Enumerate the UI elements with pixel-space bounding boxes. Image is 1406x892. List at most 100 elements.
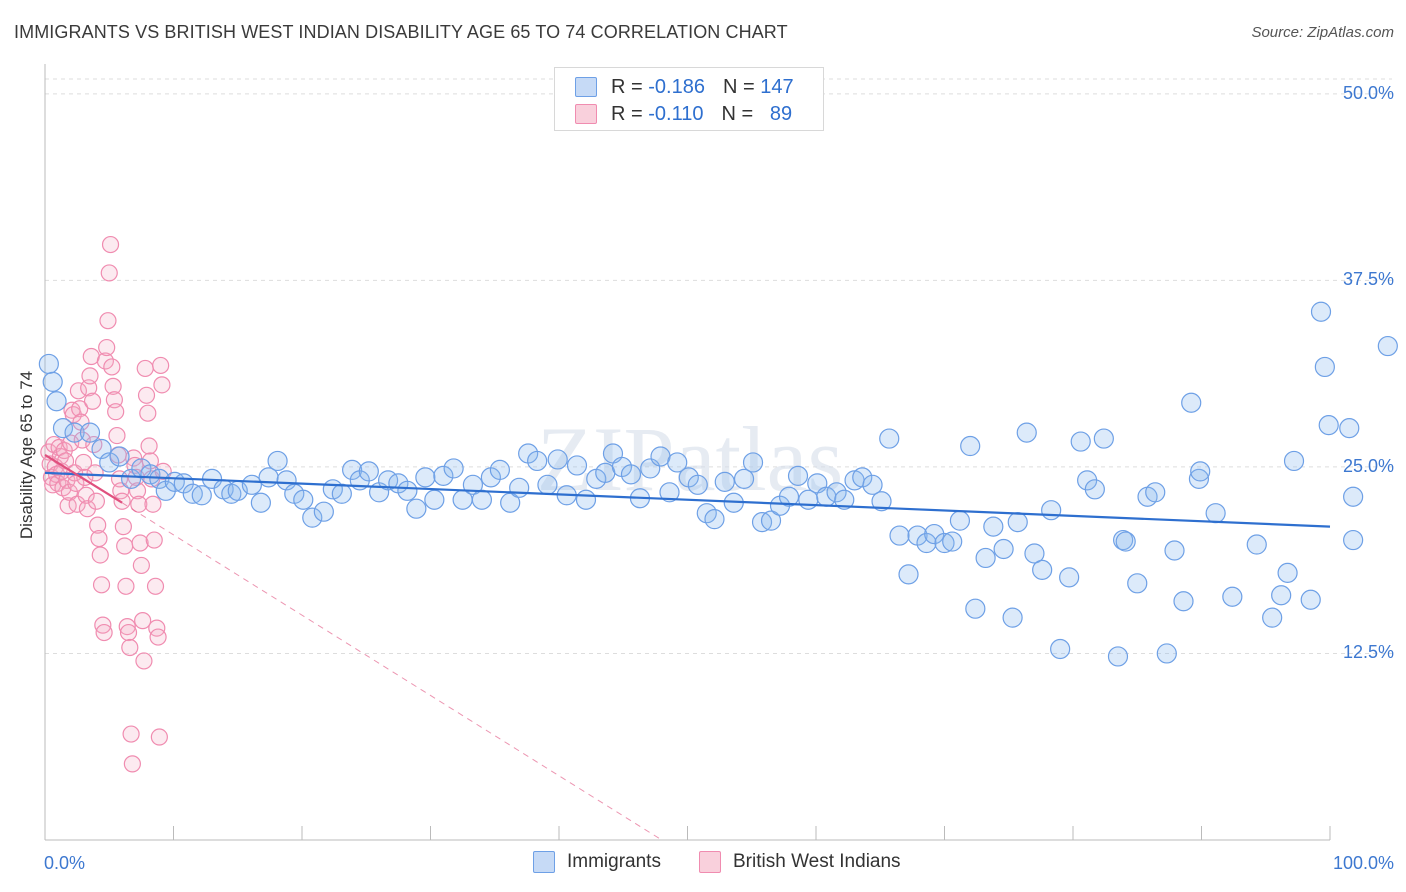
immigrants-point [733,468,755,489]
british-west-indians-point [69,382,88,400]
immigrants-legend-label: Immigrants [567,851,661,872]
british-west-indians-point [89,516,107,534]
immigrants-point [527,450,548,472]
british-west-indians-point [145,531,163,549]
british-west-indians-point [90,529,108,548]
immigrants-point [1156,643,1177,664]
immigrants-point [537,474,558,495]
immigrants-point [742,452,764,473]
immigrants-point [1318,415,1339,436]
legend-british-west-indians: British West Indians [699,851,901,873]
immigrants-point [1277,562,1298,583]
immigrants-point [302,507,323,528]
immigrants-point [834,489,855,510]
n-value: 147 [760,75,794,98]
immigrants-trend-line [44,471,1331,528]
x-tick-max: 100.0% [1332,853,1394,873]
british-west-indians-point [148,619,166,637]
immigrants-point [1173,591,1194,612]
immigrants-point [934,532,955,554]
immigrants-point [489,459,510,481]
stats-row-british-west-indians: R = -0.110 N = 89 [575,101,792,127]
immigrants-point [406,498,427,519]
immigrants-point [99,452,120,473]
immigrants-point [1127,573,1148,594]
british-west-indians-point [139,404,157,422]
legend-immigrants: Immigrants [533,851,661,873]
immigrants-point [64,422,85,443]
british-west-indians-point [71,400,89,418]
british-west-indians-point [86,464,104,482]
british-west-indians-point [96,352,114,370]
immigrants-point [1016,422,1037,443]
source-label: Source: ZipAtlas.com [1251,24,1394,41]
immigrants-points [38,301,1398,667]
immigrants-point [1271,585,1292,606]
british-west-indians-point [107,403,125,421]
r-value: -0.110 [648,102,704,125]
british-west-indians-swatch [575,104,597,124]
british-west-indians-point [153,376,171,394]
immigrants-point [1002,607,1023,628]
immigrants-point [1283,450,1305,472]
british-west-indians-point [150,728,168,746]
immigrants-point [667,452,688,473]
immigrants-point [879,428,900,449]
british-west-indians-point [91,546,109,564]
immigrants-point [1070,431,1091,452]
british-west-indians-point [95,623,113,642]
immigrants-point [342,459,363,481]
immigrants-point [509,477,530,498]
british-west-indians-point [98,338,116,357]
immigrants-point [1032,559,1053,580]
y-axis-label: Disability Age 65 to 74 [17,370,36,540]
watermark: ZIPatlas [537,408,844,510]
immigrants-point [433,465,454,486]
immigrants-point [1314,356,1335,378]
immigrants-point [566,455,588,476]
immigrants-point [852,467,873,488]
british-west-indians-point [121,638,139,657]
british-west-indians-point [122,725,140,743]
immigrants-point [949,510,971,531]
immigrants-point [191,485,212,506]
british-west-indians-point [134,612,152,630]
chart-title: IMMIGRANTS VS BRITISH WEST INDIAN DISABI… [14,22,788,42]
immigrants-point [471,489,492,510]
n-label: N = [722,75,755,98]
british-west-indians-trend-extrapolation [121,502,663,841]
immigrants-point [1222,586,1243,607]
immigrants-point [267,450,288,472]
immigrants-point [1145,482,1166,503]
immigrants-point [1107,646,1129,667]
immigrants-point [778,486,800,507]
n-value: 89 [769,102,793,125]
immigrants-point [704,509,725,530]
axes [44,64,1331,841]
r-value: -0.186 [648,75,705,98]
immigrants-point [826,482,847,503]
immigrants-point [1084,479,1105,500]
immigrants-point [46,391,67,412]
british-west-indians-point [101,235,120,254]
british-west-indians-point [108,426,126,445]
british-west-indians-point [87,492,106,510]
immigrants-point [42,371,63,392]
immigrants-point [1205,503,1226,524]
stats-legend: R = -0.186 N = 147 R = -0.110 N = 89 [554,67,824,131]
immigrants-point [38,353,59,375]
british-west-indians-point [146,577,165,595]
british-west-indians-point [116,537,134,555]
stats-row-immigrants: R = -0.186 N = 147 [575,74,794,100]
immigrants-point [862,474,883,495]
british-west-indians-point [81,367,99,385]
immigrants-point [1050,638,1071,660]
immigrants-point [1310,301,1332,322]
immigrants-point [250,492,271,513]
immigrants-point [79,422,101,443]
trend-lines [44,454,1331,841]
british-west-indians-point [60,483,79,501]
british-west-indians-point [99,312,117,330]
immigrants-swatch [575,77,597,97]
british-west-indians-point [83,392,102,410]
